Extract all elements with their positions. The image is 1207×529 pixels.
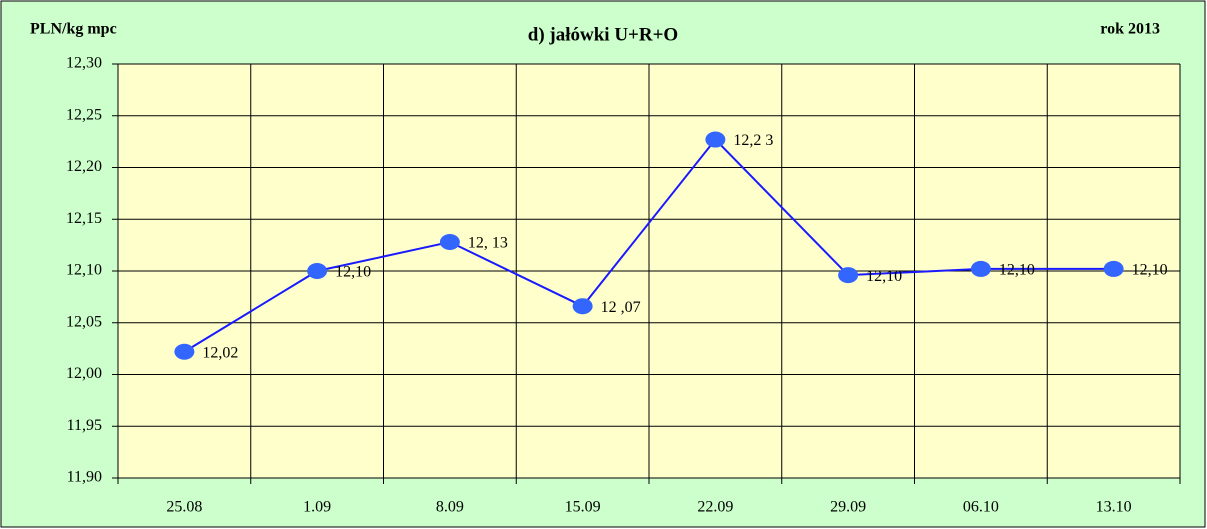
x-tick-label: 13.10 [1096,499,1132,516]
data-label: 12,10 [335,264,371,281]
data-point [174,343,195,360]
data-point [307,263,328,279]
y-tick-label: 12,20 [66,158,102,175]
data-label: 12 ,07 [601,299,641,316]
data-point [838,267,859,284]
y-tick-label: 12,05 [66,313,102,330]
year-annotation: rok 2013 [1100,21,1160,38]
data-point [572,298,593,315]
y-tick-label: 11,95 [67,417,102,434]
y-axis-label: PLN/kg mpc [30,21,117,38]
y-tick-label: 12,10 [66,262,102,279]
data-point [439,234,460,251]
x-tick-label: 8.09 [436,499,464,516]
data-label: 12,2 3 [733,132,773,149]
x-tick-label: 29.09 [830,499,866,516]
y-tick-label: 12,00 [66,365,102,382]
data-label: 12,02 [202,344,238,361]
data-line [183,138,1114,353]
x-tick-label: 22.09 [697,499,733,516]
data-point [705,131,726,148]
data-point [1103,260,1124,277]
y-tick-label: 11,90 [67,469,102,486]
x-tick-label: 25.08 [166,499,202,516]
data-label: 12,10 [999,262,1035,279]
y-tick-label: 12,30 [66,55,102,72]
data-label: 12, 13 [468,235,508,252]
data-label: 12,10 [1132,262,1168,279]
x-tick-label: 06.10 [963,499,999,516]
y-tick-label: 12,15 [66,210,102,227]
y-tick-label: 12,25 [66,106,102,123]
x-tick-label: 1.09 [303,499,331,516]
data-point [970,260,991,277]
x-tick-label: 15.09 [565,499,601,516]
chart-title: d) jałówki U+R+O [528,24,678,45]
data-label: 12,10 [866,268,902,285]
